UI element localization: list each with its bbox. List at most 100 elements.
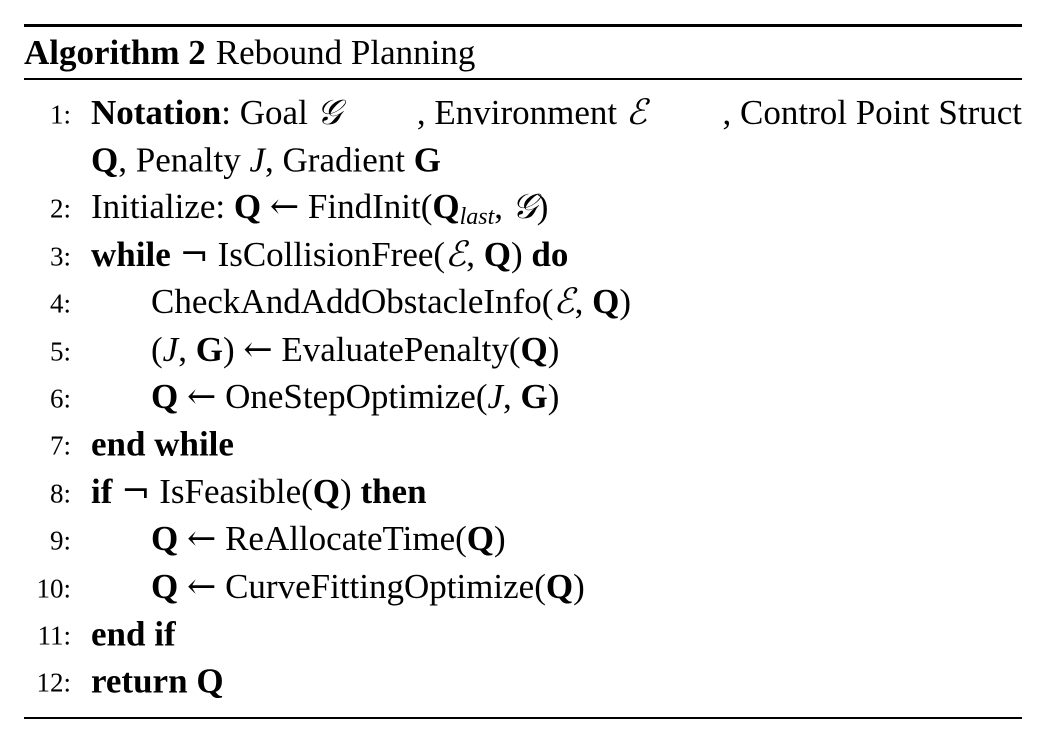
line-number: 2: <box>49 194 71 225</box>
q-symbol: Q <box>91 140 119 180</box>
algorithm-lines: 1: Notation: Goal 𝒢 , Environment ℰ , Co… <box>24 80 1022 705</box>
text: ) <box>547 377 560 417</box>
line-12: 12: return Q <box>24 658 1022 705</box>
text: ) <box>547 329 560 369</box>
goal-symbol: 𝒢 <box>511 187 537 228</box>
env-symbol: ℰ <box>553 282 575 323</box>
algorithm-caption: Algorithm 2 Rebound Planning <box>24 27 1022 78</box>
text: : Goal <box>221 92 308 132</box>
keyword: Notation <box>91 92 222 132</box>
keyword: if <box>91 471 113 511</box>
q-symbol: Q <box>466 519 495 559</box>
line-number: 11: <box>37 620 72 651</box>
function-name: EvaluatePenalty( <box>281 329 521 369</box>
line-number: 1: <box>49 99 71 130</box>
line-content: Q ← CurveFittingOptimize(Q) <box>151 569 585 605</box>
text: , <box>466 234 475 274</box>
q-symbol: Q <box>196 661 224 701</box>
line-content: Q ← ReAllocateTime(Q) <box>151 521 506 557</box>
line-3: 3: while ¬ IsCollisionFree(ℰ, Q) do <box>24 231 1022 278</box>
j-symbol: J <box>487 377 504 417</box>
function-name: CurveFittingOptimize( <box>225 566 546 606</box>
j-symbol: J <box>162 329 179 369</box>
line-5: 5: (J, G) ← EvaluatePenalty(Q) <box>24 326 1022 373</box>
text: , Environment <box>416 92 618 132</box>
algorithm-label: Algorithm 2 <box>24 33 206 72</box>
line-content: Q, Penalty J, Gradient G <box>91 143 441 178</box>
env-symbol: ℰ <box>445 234 467 275</box>
neg-symbol: ¬ <box>179 234 209 275</box>
g-symbol: G <box>520 377 548 417</box>
arrow-symbol: ← <box>243 329 273 370</box>
line-6: 6: Q ← OneStepOptimize(J, G) <box>24 373 1022 420</box>
line-9: 9: Q ← ReAllocateTime(Q) <box>24 516 1022 563</box>
q-symbol: Q <box>432 187 460 227</box>
arrow-symbol: ← <box>186 519 217 560</box>
text: , Gradient <box>265 140 405 180</box>
text: , Control Point Struct <box>722 92 1022 132</box>
top-rule <box>24 24 1022 27</box>
line-1: 1: Notation: Goal 𝒢 , Environment ℰ , Co… <box>24 89 1022 136</box>
text: , <box>494 187 504 227</box>
algorithm-block: Algorithm 2 Rebound Planning 1: Notation… <box>24 24 1022 719</box>
line-number: 3: <box>49 241 71 272</box>
line-content: return Q <box>91 664 224 699</box>
line-number: 8: <box>49 478 71 509</box>
keyword: while <box>91 234 171 274</box>
arrow-symbol: ← <box>269 187 300 228</box>
bottom-rule <box>24 717 1022 719</box>
line-4: 4: CheckAndAddObstacleInfo(ℰ, Q) <box>24 279 1022 326</box>
function-name: IsCollisionFree( <box>217 234 446 274</box>
q-symbol: Q <box>483 234 511 274</box>
text: ) <box>510 234 523 274</box>
text: , <box>178 329 187 369</box>
line-number: 6: <box>49 383 71 414</box>
text: ( <box>151 329 163 369</box>
line-number: 4: <box>49 288 71 319</box>
line-content: Q ← OneStepOptimize(J, G) <box>151 379 559 415</box>
keyword: end if <box>91 614 176 654</box>
g-symbol: G <box>195 329 223 369</box>
q-symbol: Q <box>233 187 262 227</box>
q-symbol: Q <box>151 519 179 559</box>
keyword: return <box>91 661 188 701</box>
line-content: while ¬ IsCollisionFree(ℰ, Q) do <box>91 237 568 273</box>
function-name: IsFeasible( <box>159 471 313 511</box>
line-number: 10: <box>36 573 71 604</box>
env-symbol: ℰ <box>625 92 648 133</box>
line-number: 9: <box>49 525 71 556</box>
line-content: CheckAndAddObstacleInfo(ℰ, Q) <box>151 284 631 320</box>
text: ) <box>573 566 585 606</box>
line-content: (J, G) ← EvaluatePenalty(Q) <box>151 332 559 368</box>
text: , Penalty <box>118 140 241 180</box>
line-number: 5: <box>49 336 71 367</box>
caption-rule <box>24 78 1022 80</box>
line-7: 7: end while <box>24 421 1022 468</box>
text: ) <box>494 519 506 559</box>
line-content: if ¬ IsFeasible(Q) then <box>91 474 427 510</box>
function-name: CheckAndAddObstacleInfo( <box>151 282 554 322</box>
algorithm-title: Rebound Planning <box>215 33 476 72</box>
text: ) <box>619 282 631 322</box>
q-symbol: Q <box>545 566 574 606</box>
subscript: last <box>459 204 495 231</box>
j-symbol: J <box>249 140 266 180</box>
line-2: 2: Initialize: Q ← FindInit(Qlast, 𝒢) <box>24 184 1022 231</box>
line-number: 7: <box>49 431 71 462</box>
g-symbol: G <box>413 140 441 180</box>
text: Initialize: <box>91 187 226 227</box>
line-11: 11: end if <box>24 610 1022 657</box>
text: ) <box>340 471 352 511</box>
text: ) <box>222 329 235 369</box>
arrow-symbol: ← <box>186 566 217 607</box>
q-symbol: Q <box>312 471 341 511</box>
line-number: 12: <box>36 668 71 699</box>
goal-symbol: 𝒢 <box>316 92 342 133</box>
text: , <box>503 377 512 417</box>
line-1-continued: Q, Penalty J, Gradient G <box>24 136 1022 183</box>
line-content: Notation: Goal 𝒢 , Environment ℰ , Contr… <box>91 95 1022 131</box>
q-symbol: Q <box>151 566 179 606</box>
text: ) <box>536 187 549 227</box>
neg-symbol: ¬ <box>121 471 151 512</box>
line-10: 10: Q ← CurveFittingOptimize(Q) <box>24 563 1022 610</box>
